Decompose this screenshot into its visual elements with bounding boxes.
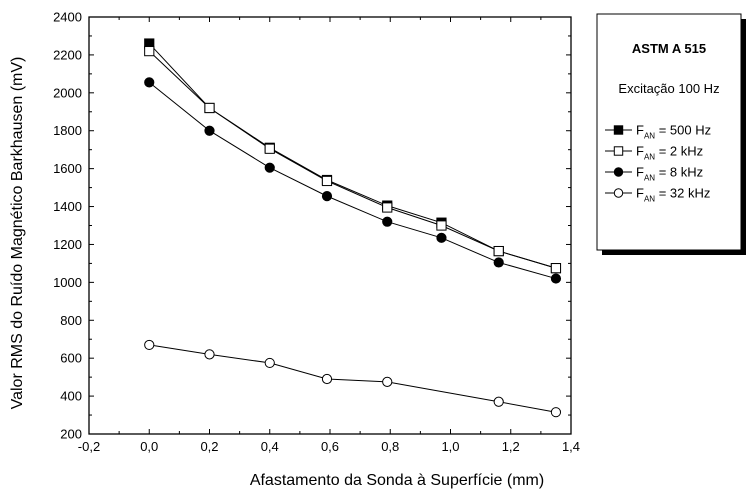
data-point-fan-2khz xyxy=(383,203,392,212)
legend-marker-fan-8khz xyxy=(614,168,622,176)
y-tick-label: 2400 xyxy=(53,10,82,25)
data-point-fan-8khz xyxy=(437,233,446,242)
data-point-fan-2khz xyxy=(145,47,154,56)
data-point-fan-32khz xyxy=(551,408,560,417)
x-tick-label: 1,2 xyxy=(502,439,520,454)
data-point-fan-8khz xyxy=(205,126,214,135)
legend-marker-fan-500hz xyxy=(614,126,622,134)
data-point-fan-2khz xyxy=(551,264,560,273)
y-tick-label: 800 xyxy=(60,313,82,328)
x-tick-label: 0,6 xyxy=(321,439,339,454)
x-tick-label: 1,4 xyxy=(562,439,580,454)
data-point-fan-8khz xyxy=(145,78,154,87)
y-tick-label: 2000 xyxy=(53,85,82,100)
x-tick-label: 0,8 xyxy=(381,439,399,454)
data-point-fan-2khz xyxy=(205,103,214,112)
data-point-fan-8khz xyxy=(265,163,274,172)
x-axis-title: Afastamento da Sonda à Superfície (mm) xyxy=(250,472,544,489)
y-axis-title: Valor RMS do Ruído Magnético Barkhausen … xyxy=(9,57,26,410)
x-tick-label: 0,2 xyxy=(200,439,218,454)
x-tick-label: 1,0 xyxy=(441,439,459,454)
series-line-fan-2khz xyxy=(149,51,556,268)
data-point-fan-8khz xyxy=(322,192,331,201)
data-point-fan-8khz xyxy=(383,217,392,226)
data-point-fan-32khz xyxy=(205,350,214,359)
data-point-fan-32khz xyxy=(265,358,274,367)
series-line-fan-500hz xyxy=(149,44,556,269)
data-point-fan-8khz xyxy=(494,258,503,267)
x-tick-label: 0,0 xyxy=(140,439,158,454)
plot-area: -0,2 0,0 0,2 0,4 0,6 0,8 1,0 1,2 1,4200400600800… xyxy=(53,10,580,455)
y-tick-label: 1400 xyxy=(53,199,82,214)
y-tick-label: 1600 xyxy=(53,161,82,176)
y-tick-label: 1000 xyxy=(53,275,82,290)
plot-frame xyxy=(89,17,571,434)
legend-marker-fan-32khz xyxy=(614,189,622,197)
data-point-fan-32khz xyxy=(145,340,154,349)
y-tick-label: 200 xyxy=(60,427,82,442)
data-point-fan-32khz xyxy=(494,397,503,406)
data-point-fan-2khz xyxy=(322,176,331,185)
data-point-fan-32khz xyxy=(383,377,392,386)
y-tick-label: 400 xyxy=(60,389,82,404)
data-point-fan-32khz xyxy=(322,374,331,383)
data-point-fan-2khz xyxy=(437,221,446,230)
data-point-fan-8khz xyxy=(551,274,560,283)
legend-title: ASTM A 515 xyxy=(632,41,706,56)
y-tick-label: 1200 xyxy=(53,237,82,252)
x-tick-label: 0,4 xyxy=(261,439,279,454)
data-point-fan-2khz xyxy=(494,246,503,255)
legend-marker-fan-2khz xyxy=(614,147,622,155)
series-layer xyxy=(145,39,561,417)
y-tick-label: 1800 xyxy=(53,123,82,138)
data-point-fan-2khz xyxy=(265,144,274,153)
y-tick-label: 600 xyxy=(60,351,82,366)
y-tick-label: 2200 xyxy=(53,47,82,62)
legend-subtitle: Excitação 100 Hz xyxy=(618,81,719,96)
